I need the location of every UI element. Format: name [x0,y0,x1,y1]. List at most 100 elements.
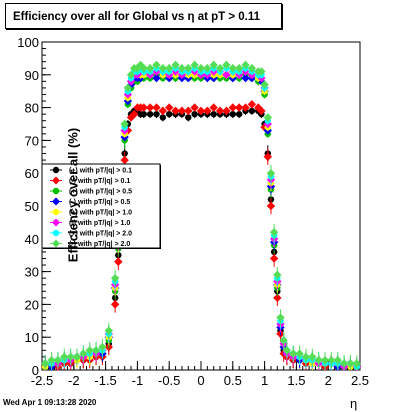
y-tick-label: 50 [25,199,39,214]
data-point [241,73,250,83]
x-tick-label: 0 [197,373,204,388]
data-point [110,300,120,309]
data-point [171,106,180,116]
data-point [126,113,136,122]
x-axis-label: η [350,396,358,411]
data-point [327,355,336,365]
data-point [295,349,304,358]
legend-entry-label: (+) with pT/|q| > 0.5 [69,189,132,196]
data-point [126,70,136,79]
data-point [289,349,298,358]
y-tick-label: 100 [17,35,39,50]
data-point [53,355,63,365]
x-tick-label: 1 [261,373,268,388]
data-point [260,80,269,89]
data-point [98,342,107,352]
data-point [266,201,276,211]
legend-marker [52,176,60,185]
data-point [196,64,206,73]
legend-entry-label: (-) with pT/|q| > 0.1 [69,178,130,185]
data-point [301,352,311,362]
data-point [209,60,218,70]
data-point [120,119,129,129]
x-tick-label: 2.5 [351,373,369,388]
data-point [333,355,342,365]
data-point [104,326,113,335]
data-point [241,103,250,112]
legend-entry-label: (+) with pT/|q| > 1.0 [69,210,132,217]
x-tick-label: -1 [132,373,144,388]
y-tick-label: 10 [25,330,39,345]
data-point [266,169,276,178]
data-point [215,106,225,116]
data-point [241,60,250,70]
y-tick-label: 60 [25,166,39,181]
data-point [139,103,148,112]
data-point [110,273,120,283]
data-point [190,60,199,70]
data-point [146,110,154,118]
data-point [222,106,231,116]
legend-entry-label: (+) with pT/|q| > 2.0 [69,231,132,238]
x-tick-label: -1.5 [94,373,116,388]
legend-entry-label: (-) with pT/|q| > 1.0 [69,220,130,227]
legend-marker [52,166,60,174]
legend-marker [52,208,60,216]
x-tick-label: -2 [68,373,80,388]
data-point [166,110,173,118]
data-point [40,359,50,368]
data-point [60,352,69,362]
data-point [234,64,244,73]
data-point [152,103,161,112]
data-point [171,60,180,70]
legend-marker [52,218,60,227]
y-tick-label: 80 [25,101,39,116]
y-tick-label: 0 [32,363,39,378]
data-point [130,109,139,119]
data-point [66,352,75,362]
data-point [177,106,187,116]
data-point [235,110,243,118]
data-point [190,103,199,112]
data-point [210,110,217,118]
data-point [203,64,212,73]
data-point [228,64,237,73]
data-point [229,110,236,118]
timestamp-footer: Wed Apr 1 09:13:28 2020 [3,398,97,407]
data-point [152,73,161,83]
data-point [247,64,257,73]
data-point [346,359,355,368]
data-point [209,103,218,112]
data-point [282,346,292,355]
legend-entry-label: (-) with pT/|q| > 2.0 [69,241,130,248]
chart-title: Efficiency over all for Global vs η at p… [5,3,282,29]
y-tick-label: 70 [25,133,39,148]
data-point [222,60,231,70]
legend-entry-label: (+) with pT/|q| > 0.1 [69,168,132,175]
data-point [159,114,167,121]
data-point [263,113,272,122]
data-point [276,313,285,322]
data-point [247,100,257,109]
data-point [145,64,155,73]
data-point [79,349,88,358]
data-point [91,346,101,355]
data-point [234,103,244,112]
data-point [257,106,266,116]
legend-entry-label: (-) with pT/|q| > 0.5 [69,199,130,206]
data-point [263,152,272,161]
data-point [222,70,231,79]
data-point [269,228,279,237]
data-point [158,64,168,73]
y-tick-label: 90 [25,68,39,83]
data-point [153,110,160,118]
y-tick-label: 20 [25,297,39,312]
data-point [120,155,129,165]
data-point [152,60,161,70]
data-point [165,103,174,112]
data-point [257,67,266,76]
data-point [273,293,282,303]
data-point [158,106,168,116]
data-point [279,336,288,345]
